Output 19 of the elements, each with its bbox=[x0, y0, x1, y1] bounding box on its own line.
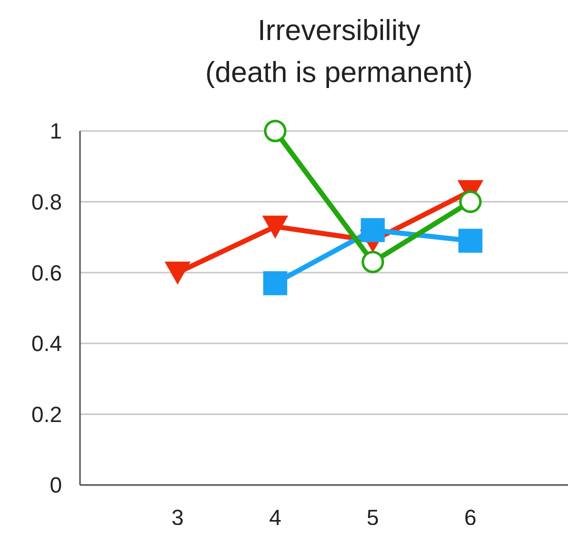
point bbox=[263, 271, 288, 296]
point bbox=[459, 190, 482, 214]
y-tick-label: 0.6 bbox=[31, 260, 62, 286]
x-tick-label: 4 bbox=[269, 505, 282, 530]
point bbox=[164, 262, 191, 285]
point bbox=[264, 120, 286, 142]
x-tick-label: 6 bbox=[464, 505, 477, 530]
x-tick-label: 5 bbox=[366, 505, 379, 530]
x-tick-label: 3 bbox=[171, 505, 184, 530]
y-tick-label: 0.2 bbox=[31, 402, 62, 427]
y-tick-label: 0 bbox=[50, 472, 62, 498]
chart-title: Irreversibility (death is permanent) bbox=[205, 15, 473, 89]
point bbox=[262, 216, 288, 239]
point bbox=[458, 228, 482, 253]
y-tick-label: 0.8 bbox=[31, 190, 62, 214]
point bbox=[362, 250, 384, 274]
y-tick-label: 1 bbox=[50, 118, 62, 144]
point bbox=[360, 218, 385, 242]
y-tick-label: 0.4 bbox=[31, 331, 62, 356]
